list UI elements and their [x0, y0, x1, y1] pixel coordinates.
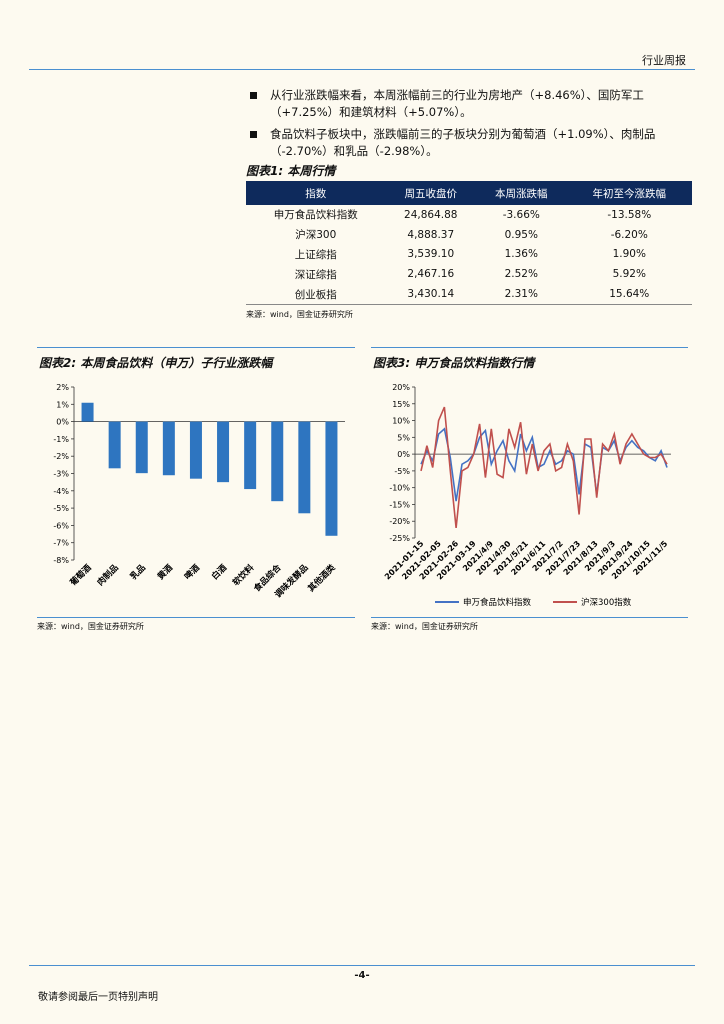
y-tick-label: 2% [56, 383, 69, 392]
y-tick-label: 5% [397, 433, 410, 442]
figure-3-source: 来源：wind，国金证券研究所 [371, 622, 478, 631]
cell: -6.20% [610, 228, 648, 241]
figure-2-title: 图表2: 本周食品饮料（申万）子行业涨跌幅 [39, 356, 273, 370]
market-table: 指数 周五收盘价 本周涨跌幅 年初至今涨跌幅 申万食品饮料指数 24,864.88… [246, 181, 692, 305]
table-source: 来源：wind，国金证券研究所 [246, 310, 353, 319]
figure-3-panel: 图表3: 申万食品饮料指数行情 20% 15% 10% 5% 0% -5% -10% -15%… [371, 347, 688, 618]
y-tick-label: -4% [53, 487, 69, 496]
y-tick-label: -20% [389, 517, 410, 526]
cell: 1.90% [612, 248, 646, 261]
bar [189, 421, 202, 479]
y-tick-label: 15% [392, 400, 410, 409]
footer-rule [29, 965, 695, 966]
col-header: 年初至今涨跌幅 [566, 181, 692, 205]
cell: 深证综指 [294, 268, 337, 281]
bullet-list: 从行业涨跌幅来看，本周涨幅前三的行业为房地产（+8.46%）、国防军工（+7.2… [248, 87, 694, 165]
cell: 5.92% [612, 268, 646, 281]
y-tick-label: -10% [389, 484, 410, 493]
cell: 沪深300 [295, 229, 337, 242]
figure-3-title: 图表3: 申万食品饮料指数行情 [373, 356, 535, 370]
bar [81, 402, 94, 422]
bar [217, 421, 230, 483]
table-row: 深证综指 2,467.16 2.52% 5.92% [246, 264, 692, 284]
x-tick-label: 啤酒 [182, 562, 202, 582]
cell: 创业板指 [246, 284, 386, 305]
bar-chart: 2% 1% 0% -1% -2% -3% -4% -5% -6% -7% -8%葡萄酒 肉制品 乳品 黄酒… [53, 383, 345, 600]
figure-2-panel: 图表2: 本周食品饮料（申万）子行业涨跌幅 2% 1% 0% -1% -2% -3% -4%… [37, 347, 355, 618]
bullet-item: 从行业涨跌幅来看，本周涨幅前三的行业为房地产（+8.46%）、国防军工（+7.2… [248, 87, 694, 121]
table-row: 上证综指 3,539.10 1.36% 1.90% [246, 245, 692, 265]
bar [162, 421, 175, 476]
legend-label: 申万食品饮料指数 [463, 597, 532, 608]
figure-2-source: 来源：wind，国金证券研究所 [37, 622, 144, 631]
x-tick-label: 肉制品 [95, 562, 121, 588]
cell: 2,467.16 [407, 268, 455, 281]
cell: 0.95% [504, 228, 538, 241]
col-header: 指数 [246, 181, 386, 205]
y-tick-label: -3% [53, 470, 69, 479]
cell: 4,888.37 [407, 228, 455, 241]
x-tick-label: 白酒 [209, 562, 229, 582]
y-tick-label: 1% [56, 400, 69, 409]
y-tick-label: -2% [53, 452, 69, 461]
y-tick-label: -7% [53, 539, 69, 548]
cell: 15.64% [566, 284, 692, 305]
cell: -3.66% [502, 208, 540, 221]
series-line [420, 406, 668, 528]
page-number: -4- [354, 970, 370, 981]
x-tick-label: 葡萄酒 [67, 562, 94, 589]
cell: 1.36% [504, 248, 538, 261]
y-tick-label: 10% [392, 417, 410, 426]
bullet-item: 食品饮料子板块中，涨跌幅前三的子板块分别为葡萄酒（+1.09%）、肉制品（-2.… [248, 126, 694, 160]
cell: 3,430.14 [385, 284, 477, 305]
cell: 24,864.88 [404, 208, 458, 221]
cell: 3,539.10 [407, 248, 455, 261]
table-row: 沪深300 4,888.37 0.95% -6.20% [246, 225, 692, 245]
bar [135, 421, 148, 474]
legend-label: 沪深300指数 [581, 597, 632, 608]
cell: 2.31% [476, 284, 567, 305]
x-tick-label: 其他酒类 [306, 562, 338, 594]
line-chart: 20%15%10%5%0%-5%-10%-15%-20%-25%2021-01-… [383, 383, 671, 608]
cell: -13.58% [607, 208, 652, 221]
x-tick-label: 乳品 [128, 562, 148, 582]
y-tick-label: -1% [53, 435, 69, 444]
y-tick-label: 0% [56, 418, 69, 427]
table-row: 申万食品饮料指数 24,864.88 -3.66% -13.58% [246, 205, 692, 225]
x-tick-label: 软饮料 [230, 562, 256, 588]
y-tick-label: -5% [53, 504, 69, 513]
bar [244, 421, 257, 490]
table-row: 创业板指 3,430.14 2.31% 15.64% [246, 284, 692, 305]
series-line [420, 427, 668, 502]
y-tick-label: -8% [53, 556, 69, 565]
x-tick-label: 黄酒 [155, 562, 175, 582]
cell: 上证综指 [294, 248, 337, 261]
y-tick-label: -15% [389, 500, 410, 509]
footer-disclaimer: 敬请参阅最后一页特别声明 [38, 992, 158, 1003]
col-header: 周五收盘价 [385, 181, 477, 205]
cell: 2.52% [504, 268, 538, 281]
bar [325, 421, 338, 536]
y-tick-label: -5% [394, 467, 410, 476]
y-tick-label: 0% [397, 450, 410, 459]
header-title: 行业周报 [642, 54, 686, 67]
header-rule [29, 69, 695, 70]
col-header: 本周涨跌幅 [476, 181, 567, 205]
bar [108, 421, 121, 469]
y-tick-label: -25% [389, 534, 410, 543]
bar [298, 421, 311, 514]
y-tick-label: -6% [53, 521, 69, 530]
y-tick-label: 20% [392, 383, 410, 392]
bar [271, 421, 284, 502]
table-title: 图表1: 本周行情 [246, 164, 336, 178]
cell: 申万食品饮料指数 [273, 209, 358, 222]
